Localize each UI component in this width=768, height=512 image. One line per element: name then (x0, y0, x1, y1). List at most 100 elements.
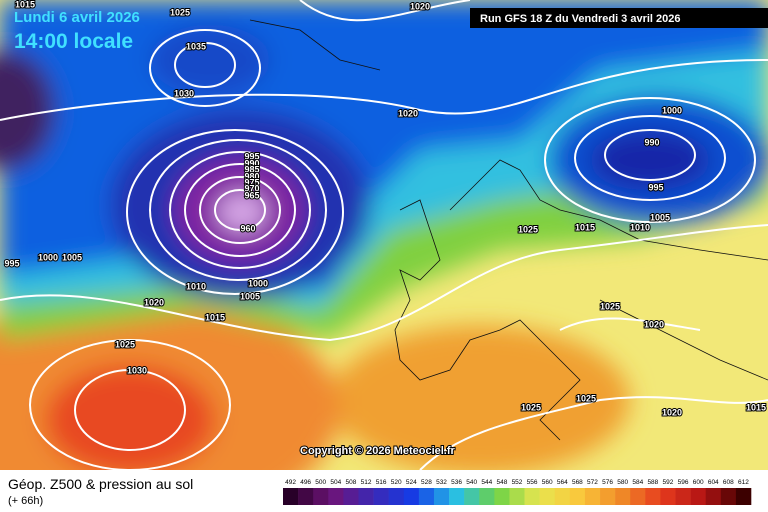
colorbar-label: 524 (406, 479, 417, 486)
isobar-label: 1005 (240, 291, 260, 301)
colorbar-cell (464, 488, 480, 505)
colorbar-label: 496 (300, 479, 311, 486)
isobar-label: 1010 (186, 281, 206, 291)
colorbar-cell (403, 488, 420, 505)
footer-title: Géop. Z500 & pression au sol (8, 476, 193, 492)
colorbar-cell (509, 488, 525, 505)
forecast-date: Lundi 6 avril 2026 (14, 9, 140, 26)
colorbar-cell (735, 488, 752, 505)
colorbar-label: 576 (602, 479, 613, 486)
isobar-label: 1025 (600, 301, 620, 311)
isobar-label: 1000 (248, 278, 268, 288)
colorbar-cell (660, 488, 676, 505)
isobar-label: 1005 (650, 212, 670, 222)
isobar-label: 1015 (205, 312, 225, 322)
colorbar-cell (479, 488, 495, 505)
footer-subtitle: (+ 66h) (8, 495, 43, 507)
isobar-label: 1010 (630, 222, 650, 232)
colorbar-cell (615, 488, 631, 505)
colorbar-label: 572 (587, 479, 598, 486)
colorbar-label: 584 (632, 479, 643, 486)
colorbar-label: 596 (678, 479, 689, 486)
isobar-label: 995 (244, 151, 259, 161)
copyright: Copyright © 2026 Meteociel.fr (300, 445, 456, 457)
colorbar: 492 496 500 504 508 512 516 520 524 528 532 536 540 5… (283, 479, 752, 505)
isobar-label: 975 (244, 177, 259, 187)
isobar-label: 995 (4, 258, 19, 268)
colorbar-label: 516 (376, 479, 387, 486)
colorbar-cell (705, 488, 722, 505)
isobar-label: 1020 (410, 1, 430, 11)
colorbar-cell (524, 488, 540, 505)
isobar-label: 1025 (518, 224, 538, 234)
colorbar-cell (539, 488, 556, 505)
isobar-label: 1015 (575, 222, 595, 232)
colorbar-label: 612 (738, 479, 749, 486)
isobar-label: 970 (244, 183, 259, 193)
colorbar-cell (720, 488, 737, 505)
colorbar-label: 544 (481, 479, 492, 486)
isobar-label: 1020 (662, 407, 682, 417)
colorbar-label: 540 (466, 479, 477, 486)
colorbar-cell (645, 488, 661, 505)
isobar-label: 1020 (398, 108, 418, 118)
isobar-label: 1015 (746, 402, 766, 412)
colorbar-cell (690, 488, 707, 505)
colorbar-label: 512 (361, 479, 372, 486)
colorbar-label: 508 (346, 479, 357, 486)
colorbar-label: 528 (421, 479, 432, 486)
colorbar-label: 520 (391, 479, 402, 486)
isobar-label: 1025 (170, 7, 190, 17)
colorbar-cell (569, 488, 586, 505)
isobar-label: 1025 (521, 402, 541, 412)
colorbar-label: 588 (647, 479, 658, 486)
colorbar-label: 568 (572, 479, 583, 486)
colorbar-label: 608 (723, 479, 734, 486)
colorbar-label: 592 (663, 479, 674, 486)
isobar-label: 1020 (144, 297, 164, 307)
colorbar-cell (358, 488, 374, 505)
colorbar-cell (554, 488, 571, 505)
isobar-label: 985 (244, 164, 259, 174)
colorbar-label: 556 (527, 479, 538, 486)
colorbar-cell (584, 488, 601, 505)
colorbar-cell (343, 488, 359, 505)
colorbar-label: 604 (708, 479, 719, 486)
colorbar-label: 552 (512, 479, 523, 486)
colorbar-cell (494, 488, 510, 505)
colorbar-cell (313, 488, 329, 505)
isobar-label: 1035 (186, 41, 206, 51)
forecast-time: 14:00 locale (14, 30, 133, 53)
isobar-label: 1000 (38, 252, 58, 262)
run-box (470, 8, 768, 28)
colorbar-cell (600, 488, 616, 505)
isobar-label: 960 (240, 223, 255, 233)
colorbar-label: 504 (330, 479, 341, 486)
colorbar-cell (449, 488, 465, 505)
colorbar-cell (298, 488, 314, 505)
colorbar-cell (630, 488, 646, 505)
isobar-label: 1020 (644, 319, 664, 329)
isobar-label: 1015 (15, 0, 35, 9)
isobar-label: 990 (644, 137, 659, 147)
colorbar-label: 532 (436, 479, 447, 486)
isobar-label: 1025 (115, 339, 135, 349)
colorbar-label: 564 (557, 479, 568, 486)
isobar-label: 1025 (576, 393, 596, 403)
isobar-label: 990 (244, 158, 259, 168)
isobar-label: 1000 (662, 105, 682, 115)
colorbar-label: 560 (542, 479, 553, 486)
colorbar-cell (388, 488, 405, 505)
colorbar-label: 548 (496, 479, 507, 486)
colorbar-label: 500 (315, 479, 326, 486)
isobar-label: 1030 (174, 88, 194, 98)
isobar-label: 965 (244, 190, 259, 200)
coastlines (249, 19, 768, 441)
isobar-label: 1005 (62, 252, 82, 262)
colorbar-cell (418, 488, 435, 505)
colorbar-label: 536 (451, 479, 462, 486)
isobar-label: 1030 (127, 365, 147, 375)
